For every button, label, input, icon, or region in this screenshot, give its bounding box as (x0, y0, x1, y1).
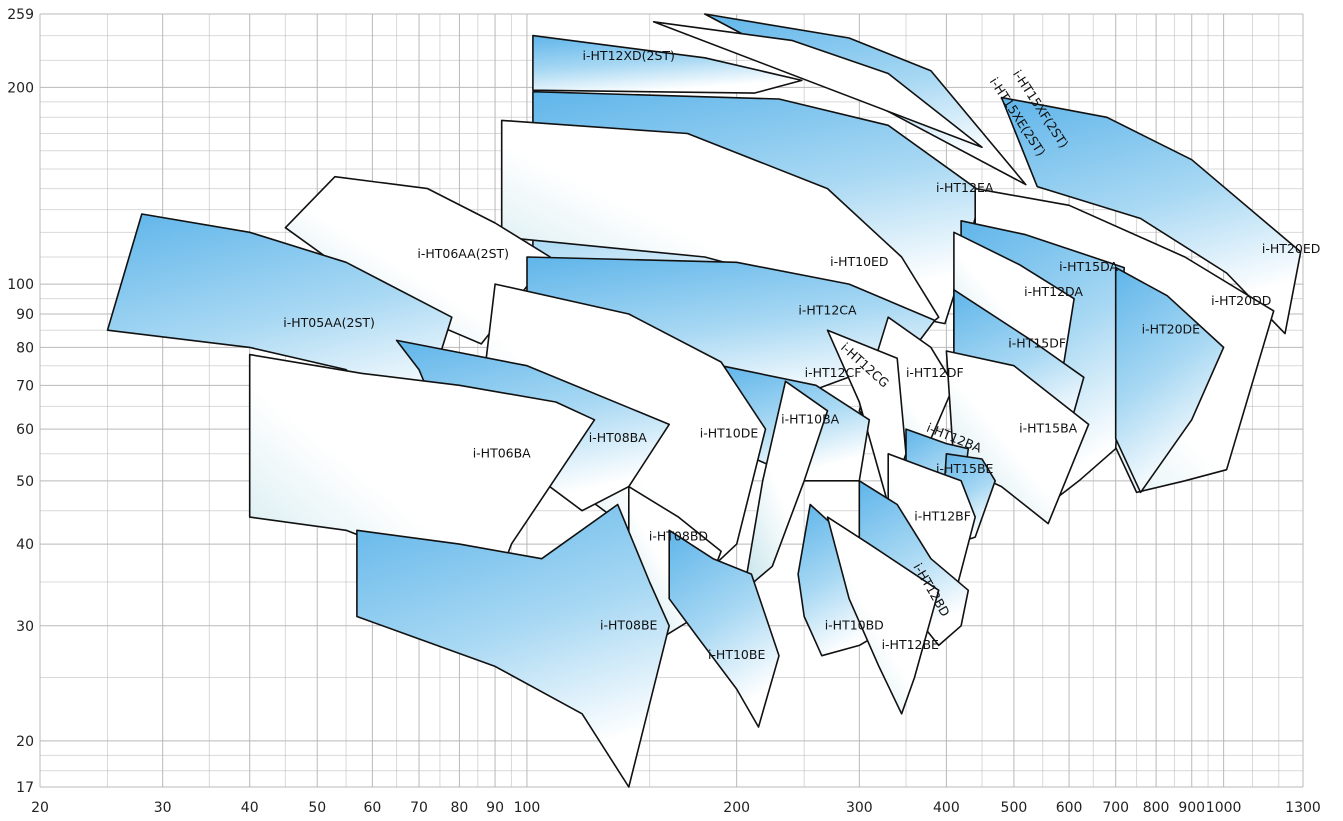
x-tick-label: 600 (1056, 800, 1083, 816)
y-tick-label: 200 (7, 80, 34, 96)
region-label: i-HT10BA (781, 411, 839, 426)
region-label: i-HT20DE (1142, 322, 1201, 337)
region-i-ht20ed (1000, 96, 1302, 335)
region-label: i-HT10BD (825, 617, 884, 632)
region-label: i-HT20DD (1211, 293, 1271, 308)
y-tick-label: 90 (16, 307, 34, 323)
x-tick-label: 100 (514, 800, 541, 816)
y-tick-label: 30 (16, 619, 34, 635)
region-label: i-HT05AA(2ST) (283, 315, 375, 330)
region-i-ht10be (668, 529, 780, 728)
region-label: i-HT08BD (649, 529, 708, 544)
region-label: i-HT06AA(2ST) (417, 246, 509, 261)
region-label: i-HT08BE (600, 617, 657, 632)
axis-ticks: 20 30 40 50 60 70 80 90 100 200 300 400 500 600 700 800… (7, 7, 1321, 816)
y-tick-label: 20 (16, 734, 34, 750)
y-tick-label: 17 (16, 780, 34, 796)
region-label: i-HT10DE (700, 425, 759, 440)
region-i-ht06ba (248, 353, 596, 637)
region-label: i-HT15BE (936, 461, 993, 476)
region-label: i-HT15BA (1019, 421, 1077, 436)
region-i-ht20de (1114, 266, 1225, 494)
x-tick-label: 700 (1102, 800, 1129, 816)
region-label: i-HT12XD(2ST) (583, 48, 675, 63)
x-tick-label: 400 (933, 800, 960, 816)
region-label: i-HT12DF (906, 365, 964, 380)
x-tick-label: 800 (1143, 800, 1170, 816)
x-tick-label: 1300 (1285, 800, 1321, 816)
x-tick-label: 200 (723, 800, 750, 816)
y-tick-label: 100 (7, 277, 34, 293)
y-tick-label: 40 (16, 537, 34, 553)
region-label: i-HT12CA (798, 302, 857, 317)
region-i-ht15xe-2st- (652, 21, 983, 148)
x-tick-label: 20 (31, 800, 49, 816)
x-tick-label: 80 (451, 800, 469, 816)
region-i-ht10ba (743, 380, 829, 592)
region-label: i-HT20ED (1262, 241, 1320, 256)
y-tick-label: 60 (16, 422, 34, 438)
region-label: i-HT08BA (589, 430, 647, 445)
region-label: i-HT12BE (882, 637, 939, 652)
region-label: i-HT12EA (936, 180, 994, 195)
x-tick-label: 90 (486, 800, 504, 816)
region-label: i-HT12BF (914, 509, 971, 524)
region-label: i-HT12DA (1024, 284, 1083, 299)
x-tick-label: 500 (1001, 800, 1028, 816)
y-tick-label: 259 (7, 7, 34, 23)
region-i-ht08be (356, 503, 670, 788)
x-tick-label: 60 (363, 800, 381, 816)
x-tick-label: 1000 (1206, 800, 1242, 816)
region-i-ht12xd-2st- (532, 34, 803, 94)
regions (106, 13, 1302, 788)
region-label: i-HT10BE (708, 647, 765, 662)
region-i-ht12be (826, 516, 940, 715)
y-tick-label: 50 (16, 474, 34, 490)
x-tick-label: 30 (154, 800, 172, 816)
x-tick-label: 70 (410, 800, 428, 816)
region-label: i-HT12CF (805, 365, 862, 380)
region-label: i-HT10ED (830, 254, 888, 269)
x-tick-label: 50 (308, 800, 326, 816)
x-tick-label: 300 (846, 800, 873, 816)
region-label: i-HT06BA (473, 445, 531, 460)
region-label: i-HT15DF (1008, 335, 1066, 350)
region-label: i-HT15DA (1059, 259, 1118, 274)
x-tick-label: 900 (1178, 800, 1205, 816)
y-tick-label: 70 (16, 378, 34, 394)
y-tick-label: 80 (16, 340, 34, 356)
x-tick-label: 40 (241, 800, 259, 816)
